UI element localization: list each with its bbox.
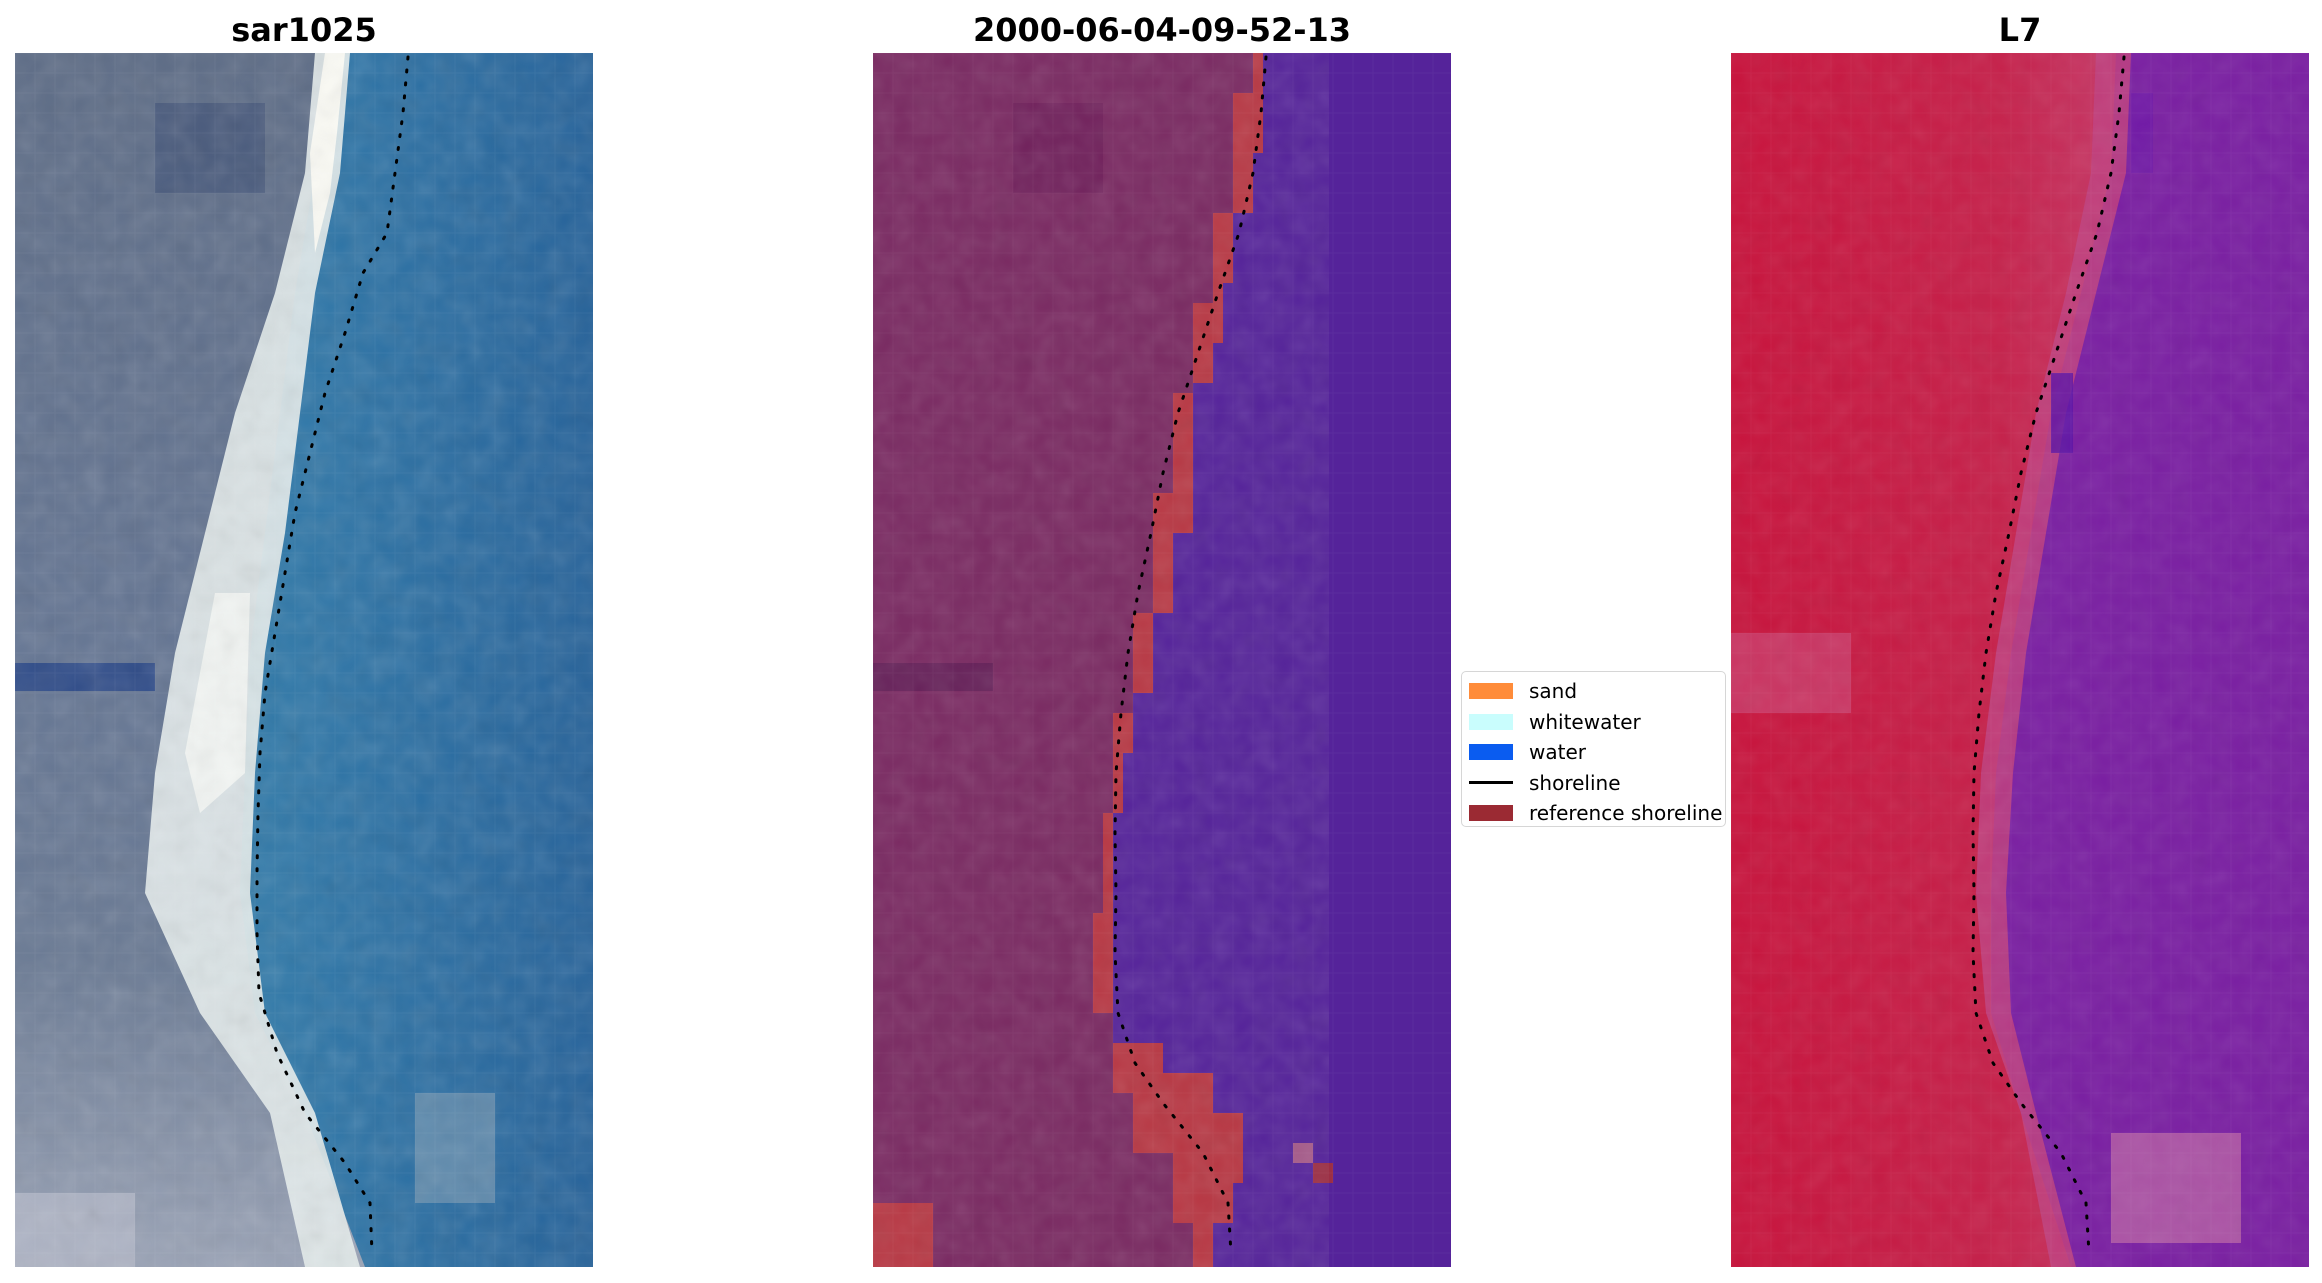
rgb-image (15, 53, 593, 1267)
legend-label-whitewater: whitewater (1529, 709, 1641, 734)
legend-label-reference-shoreline: reference shoreline (1529, 801, 1723, 826)
legend-item-water: water (1462, 737, 1725, 768)
panel-title-classified: 2000-06-04-09-52-13 (972, 11, 1352, 49)
legend: sand whitewater water shoreline referenc… (1461, 671, 1726, 827)
index-image-panel (1731, 53, 2309, 1267)
legend-item-shoreline: shoreline (1462, 768, 1725, 799)
reference-shoreline-swatch (1469, 805, 1513, 822)
index-image (1731, 53, 2309, 1267)
legend-item-reference-shoreline: reference shoreline (1462, 798, 1725, 829)
shoreline-line-swatch (1469, 781, 1513, 785)
rgb-image-panel (15, 53, 593, 1267)
legend-label-water: water (1529, 740, 1586, 765)
legend-label-sand: sand (1529, 679, 1578, 704)
shoreline-dots-classified (1113, 55, 1268, 1255)
legend-item-sand: sand (1462, 676, 1725, 707)
panel-title-index: L7 (1998, 11, 2042, 49)
classified-image (873, 53, 1451, 1267)
classified-image-panel (873, 53, 1451, 1267)
legend-item-whitewater: whitewater (1462, 707, 1725, 738)
sand-swatch (1469, 683, 1513, 700)
whitewater-swatch (1469, 713, 1513, 730)
panel-title-rgb: sar1025 (231, 11, 377, 49)
shoreline-dots-index (1971, 55, 2126, 1255)
shoreline-dots-rgb (255, 55, 410, 1255)
legend-label-shoreline: shoreline (1529, 770, 1621, 795)
water-swatch (1469, 744, 1513, 761)
